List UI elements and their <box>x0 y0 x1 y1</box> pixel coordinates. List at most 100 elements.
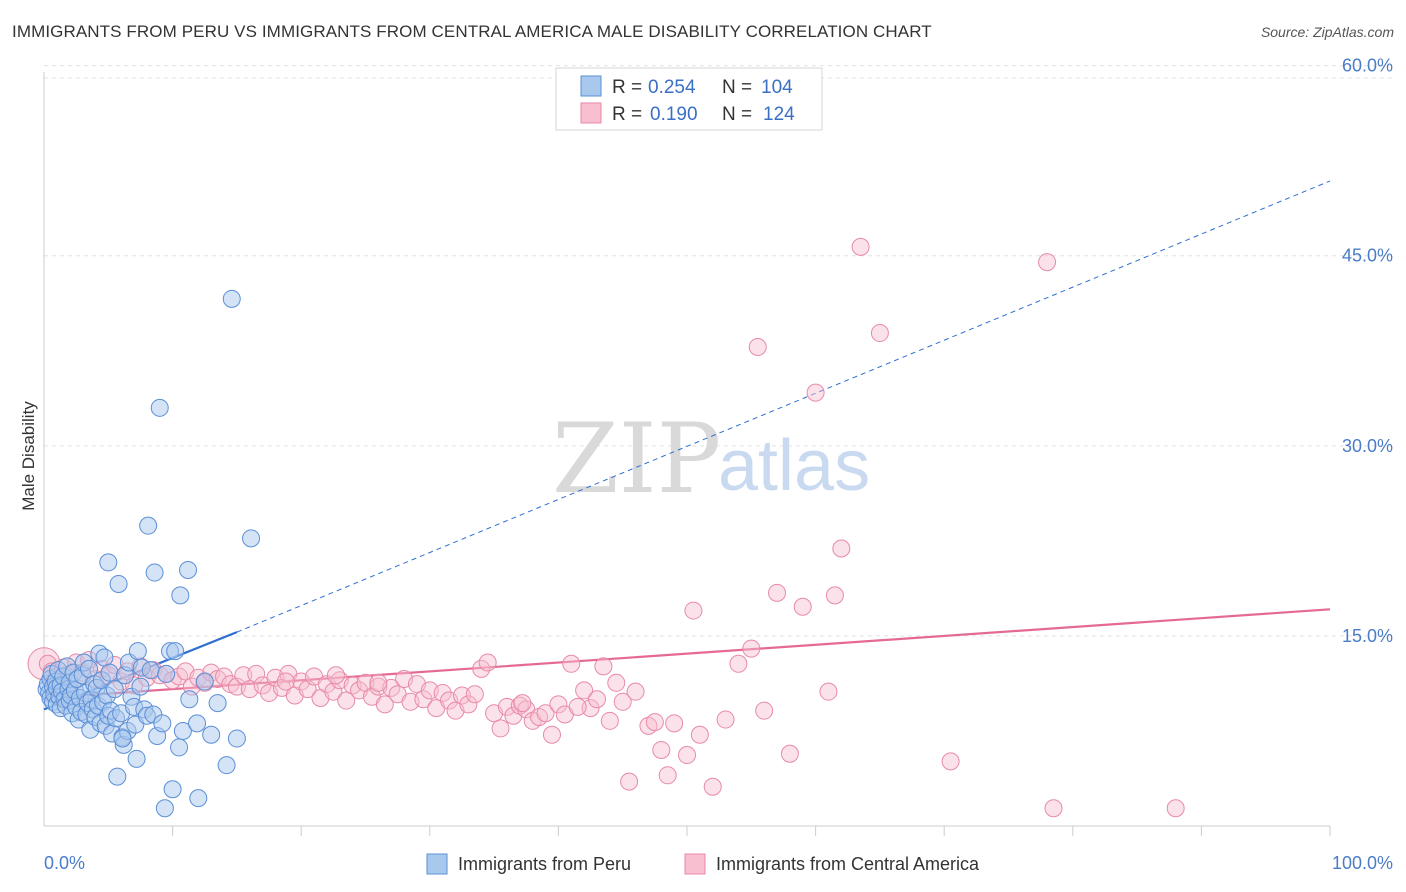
central-america-points <box>27 237 1185 818</box>
watermark-atlas: atlas <box>718 426 870 506</box>
peru-point <box>113 729 132 748</box>
central-america-point <box>703 777 722 796</box>
peru-point <box>217 756 236 775</box>
central-america-point <box>684 601 703 620</box>
central-america-point <box>658 766 677 785</box>
central-america-point <box>742 639 761 658</box>
y-tick-label: 45.0% <box>1342 246 1393 266</box>
central-america-point <box>755 701 774 720</box>
central-america-point <box>626 682 645 701</box>
central-america-point <box>729 654 748 673</box>
central-america-point <box>1166 799 1185 818</box>
central-america-point <box>581 699 600 718</box>
peru-point <box>222 289 241 308</box>
central-america-point <box>568 697 587 716</box>
source-label: Source: ZipAtlas.com <box>1260 24 1394 40</box>
central-america-point <box>594 657 613 676</box>
peru-point <box>128 642 147 661</box>
central-america-point <box>276 672 295 691</box>
peru-point <box>242 529 261 548</box>
central-america-point <box>607 673 626 692</box>
central-america-point <box>562 654 581 673</box>
central-america-point <box>870 324 889 343</box>
central-america-bottom-swatch <box>684 853 706 875</box>
peru-trend-extension <box>236 180 1331 633</box>
peru-r-label: R = <box>612 77 642 98</box>
peru-bottom-label: Immigrants from Peru <box>458 854 631 874</box>
central-america-point <box>326 666 345 685</box>
watermark: ZIP atlas <box>552 403 870 515</box>
peru-point <box>166 642 185 661</box>
central-america-n-label: N = <box>722 104 752 125</box>
central-america-point <box>600 711 619 730</box>
central-america-point <box>513 694 532 713</box>
peru-legend-swatch <box>580 75 602 97</box>
peru-point <box>179 561 198 580</box>
peru-point <box>173 721 192 740</box>
peru-point <box>195 672 214 691</box>
central-america-point <box>459 695 478 714</box>
peru-point <box>141 661 160 680</box>
central-america-point <box>665 714 684 733</box>
central-america-point <box>452 686 471 705</box>
y-tick-label: 60.0% <box>1342 56 1393 76</box>
central-america-r-value: 0.190 <box>650 104 698 125</box>
peru-point <box>180 690 199 709</box>
peru-point <box>108 767 127 786</box>
peru-point <box>163 780 182 799</box>
peru-point <box>171 586 190 605</box>
peru-point <box>188 714 207 733</box>
peru-point <box>189 789 208 808</box>
bottom-legend: Immigrants from Peru Immigrants from Cen… <box>426 853 980 875</box>
central-america-point <box>941 752 960 771</box>
central-america-point <box>613 692 632 711</box>
central-america-legend-swatch <box>580 102 602 124</box>
chart-title: IMMIGRANTS FROM PERU VS IMMIGRANTS FROM … <box>12 22 932 41</box>
central-america-point <box>645 713 664 732</box>
peru-n-value: 104 <box>761 77 793 98</box>
central-america-point <box>549 695 568 714</box>
central-america-point <box>478 653 497 672</box>
central-america-point <box>497 697 516 716</box>
peru-point <box>139 516 158 535</box>
central-america-point <box>472 659 491 678</box>
central-america-point <box>491 719 510 738</box>
central-america-point <box>247 664 266 683</box>
central-america-point <box>465 685 484 704</box>
peru-point <box>227 729 246 748</box>
central-america-point <box>652 740 671 759</box>
central-america-point <box>1038 253 1057 272</box>
peru-point <box>127 749 146 768</box>
x-tick-label-max: 100.0% <box>1332 853 1393 873</box>
central-america-point <box>542 725 561 744</box>
peru-point <box>153 714 172 733</box>
central-america-point <box>587 690 606 709</box>
top-legend: R = 0.254 N = 104 R = 0.190 N = 124 <box>555 67 823 131</box>
y-tick-label: 30.0% <box>1342 436 1393 456</box>
central-america-point <box>337 691 356 710</box>
peru-point <box>202 725 221 744</box>
central-america-point <box>678 746 696 765</box>
central-america-trend-line <box>43 608 1331 700</box>
central-america-point <box>369 673 388 692</box>
peru-point <box>170 738 189 757</box>
peru-point <box>109 574 128 593</box>
x-tick-label-min: 0.0% <box>44 853 85 873</box>
central-america-point <box>819 682 838 701</box>
peru-point <box>131 677 150 696</box>
central-america-point <box>768 583 787 602</box>
central-america-point <box>851 237 870 256</box>
central-america-point <box>375 695 394 714</box>
peru-point <box>150 398 169 417</box>
central-america-point <box>414 690 433 709</box>
y-axis-tick-labels: 15.0% 30.0% 45.0% 60.0% <box>1342 56 1393 646</box>
central-america-r-label: R = <box>612 104 642 125</box>
grid-lines <box>44 65 1395 637</box>
x-axis-ticks <box>172 826 1331 836</box>
peru-points <box>37 289 261 818</box>
central-america-point <box>690 725 709 744</box>
central-america-point <box>748 337 767 356</box>
peru-point <box>99 553 118 572</box>
central-america-point <box>793 597 812 616</box>
